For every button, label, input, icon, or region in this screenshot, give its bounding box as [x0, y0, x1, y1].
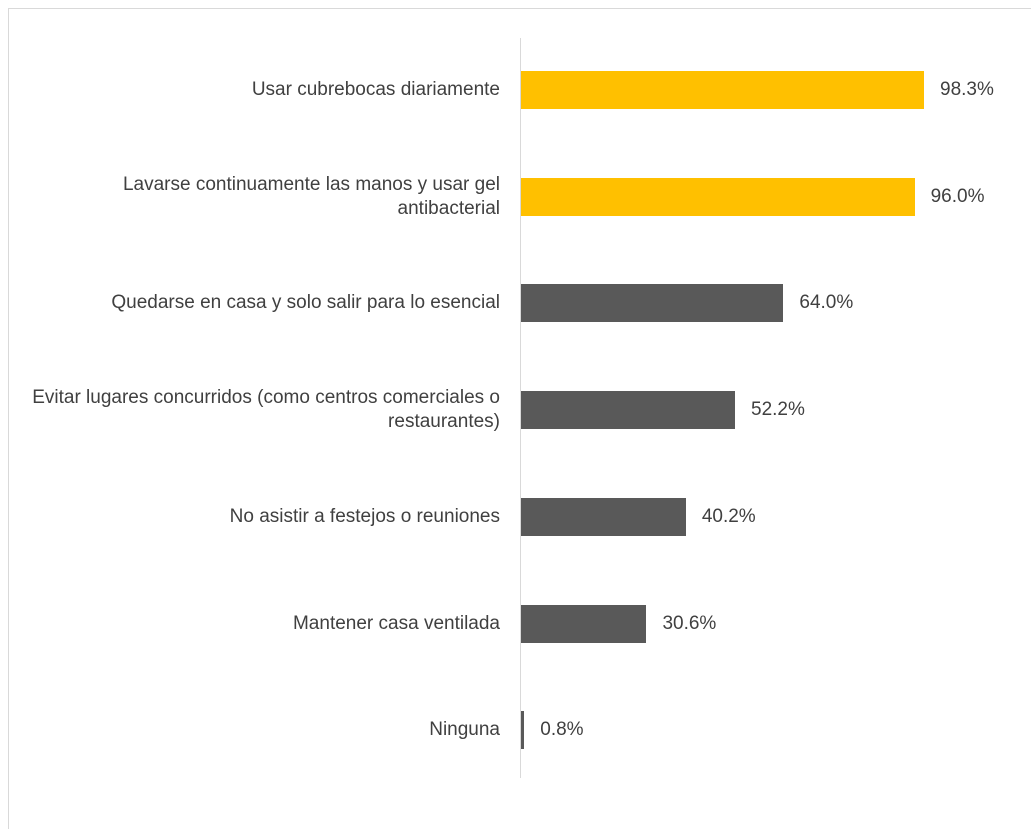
value-label: 52.2%: [751, 399, 805, 421]
category-axis: [520, 38, 521, 778]
chart-frame: [8, 8, 1031, 829]
bar: [521, 177, 915, 216]
bar: [521, 604, 647, 643]
value-label: 30.6%: [662, 612, 717, 634]
bar: [521, 711, 525, 750]
bar: [521, 497, 686, 536]
bar: [521, 391, 736, 430]
category-label: Mantener casa ventilada: [292, 612, 500, 634]
page: Usar cubrebocas diariamente 98.3% Lavarse …: [8, 8, 1031, 829]
category-label: Lavarse continuamente las manos y usar g…: [122, 173, 500, 219]
value-label: 0.8%: [540, 719, 584, 741]
value-label: 40.2%: [701, 505, 756, 527]
category-label: Usar cubrebocas diariamente: [251, 79, 500, 100]
value-label: 98.3%: [940, 79, 994, 100]
category-label: Quedarse en casa y solo salir para lo es…: [111, 292, 500, 314]
value-label: 96.0%: [930, 185, 985, 207]
bar: [521, 284, 784, 323]
bar: [521, 71, 925, 109]
category-label: No asistir a festejos o reuniones: [229, 505, 500, 527]
value-label: 64.0%: [799, 292, 854, 314]
category-label: Evitar lugares concurridos (como centros…: [32, 387, 500, 433]
category-label: Ninguna: [429, 719, 500, 741]
